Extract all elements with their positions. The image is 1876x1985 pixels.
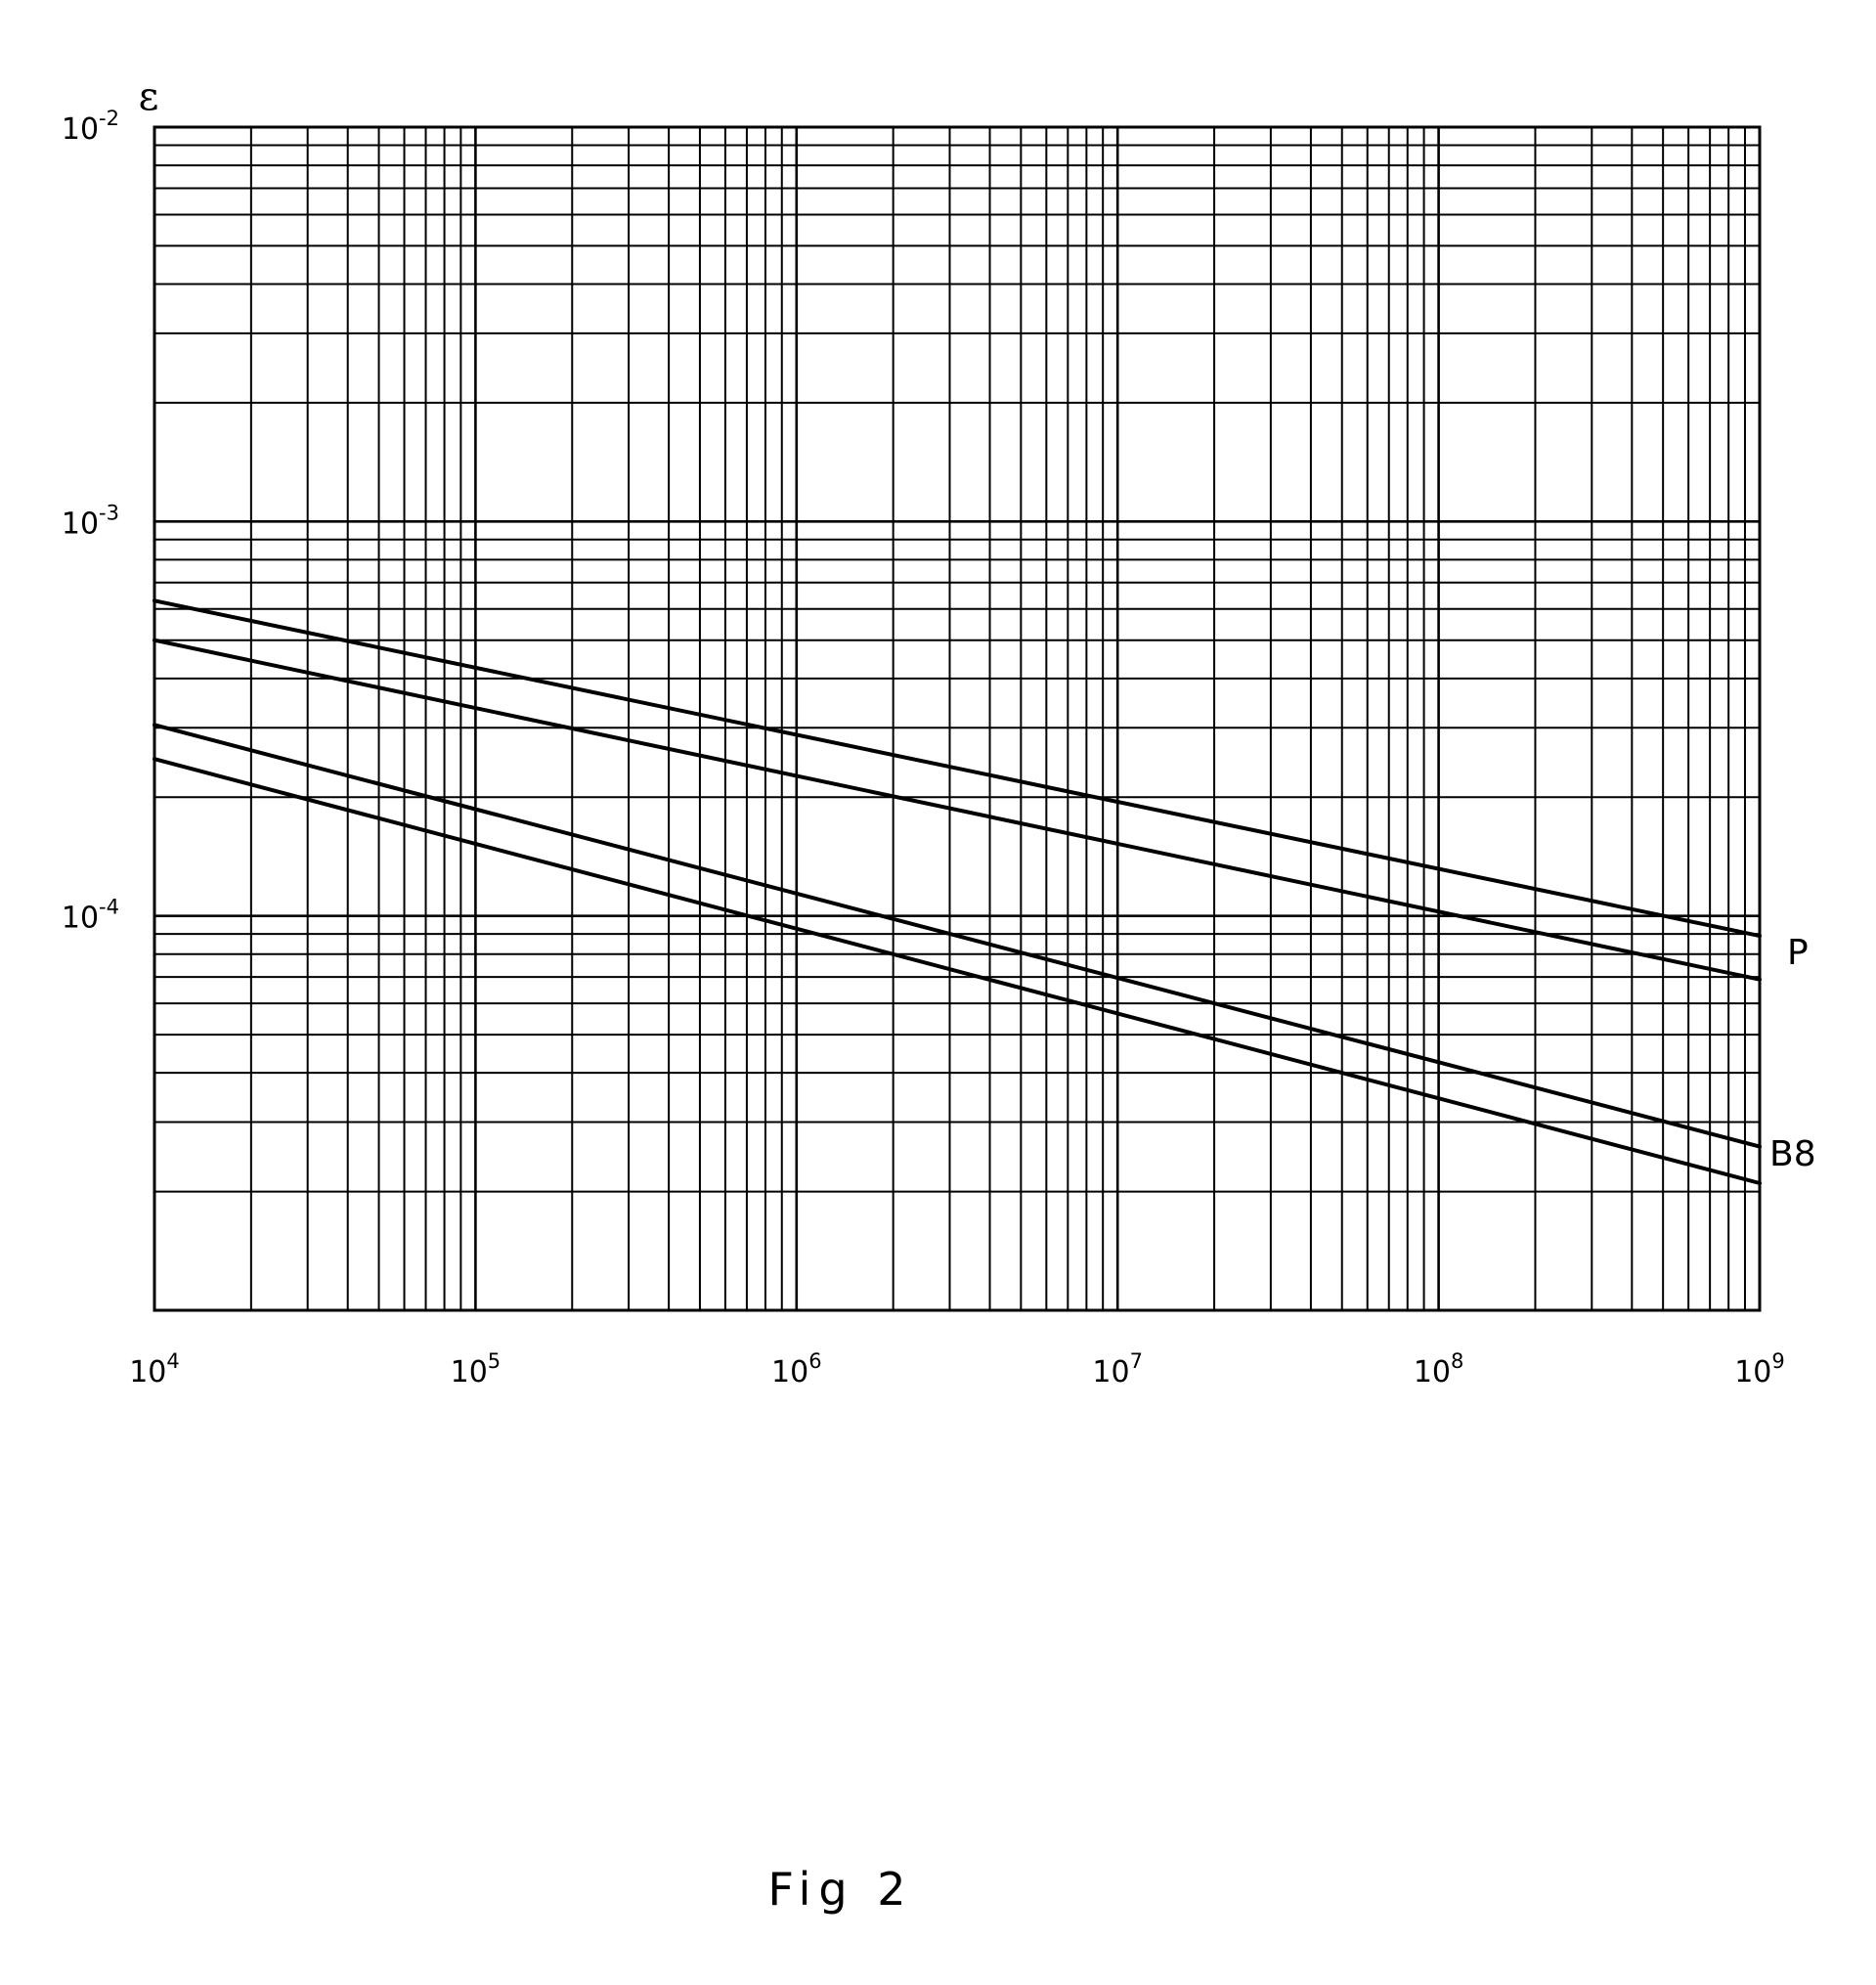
series-line-3 bbox=[153, 723, 1762, 1149]
x-tick-base: 10 bbox=[1414, 1355, 1451, 1390]
x-tick-exponent: 6 bbox=[808, 1349, 821, 1373]
x-tick-label: 108 bbox=[1414, 1349, 1464, 1390]
series-line-4 bbox=[153, 757, 1762, 1185]
y-tick-base: 10 bbox=[62, 507, 99, 541]
x-tick-exponent: 4 bbox=[166, 1349, 179, 1373]
x-tick-label: 105 bbox=[451, 1349, 502, 1390]
x-tick-base: 10 bbox=[1092, 1355, 1129, 1390]
x-tick-base: 10 bbox=[129, 1355, 166, 1390]
y-tick-exponent: -4 bbox=[99, 896, 119, 919]
figure-caption: Fig 2 bbox=[768, 1863, 914, 1916]
x-tick-exponent: 8 bbox=[1451, 1349, 1463, 1373]
series-label-p: P bbox=[1787, 933, 1809, 973]
y-tick-label: 10-2 bbox=[62, 107, 119, 147]
x-tick-label: 107 bbox=[1092, 1349, 1143, 1390]
x-tick-label: 109 bbox=[1734, 1349, 1785, 1390]
y-tick-base: 10 bbox=[62, 902, 99, 936]
series-lines bbox=[153, 598, 1762, 1185]
grid bbox=[153, 127, 1760, 1312]
x-tick-exponent: 9 bbox=[1771, 1349, 1784, 1373]
series-line-2 bbox=[153, 638, 1762, 982]
y-axis-label: ε bbox=[139, 74, 159, 119]
y-tick-label: 10-4 bbox=[62, 896, 119, 936]
x-tick-base: 10 bbox=[451, 1355, 488, 1390]
y-tick-base: 10 bbox=[62, 112, 99, 147]
x-tick-base: 10 bbox=[771, 1355, 808, 1390]
y-tick-exponent: -2 bbox=[99, 107, 119, 130]
x-tick-exponent: 7 bbox=[1130, 1349, 1143, 1373]
x-tick-label: 104 bbox=[129, 1349, 180, 1390]
x-tick-labels: 104 105 106 107 108 109 bbox=[129, 1349, 1785, 1390]
y-tick-exponent: -3 bbox=[99, 501, 119, 524]
plot-frame bbox=[153, 125, 1762, 1312]
y-tick-labels: 10-210-310-4 bbox=[62, 107, 119, 936]
x-tick-label: 106 bbox=[771, 1349, 822, 1390]
x-tick-exponent: 5 bbox=[488, 1349, 501, 1373]
x-tick-base: 10 bbox=[1734, 1355, 1771, 1390]
series-label-b8: B8 bbox=[1769, 1134, 1816, 1174]
series-line-1 bbox=[153, 598, 1762, 939]
y-tick-label: 10-3 bbox=[62, 501, 119, 541]
